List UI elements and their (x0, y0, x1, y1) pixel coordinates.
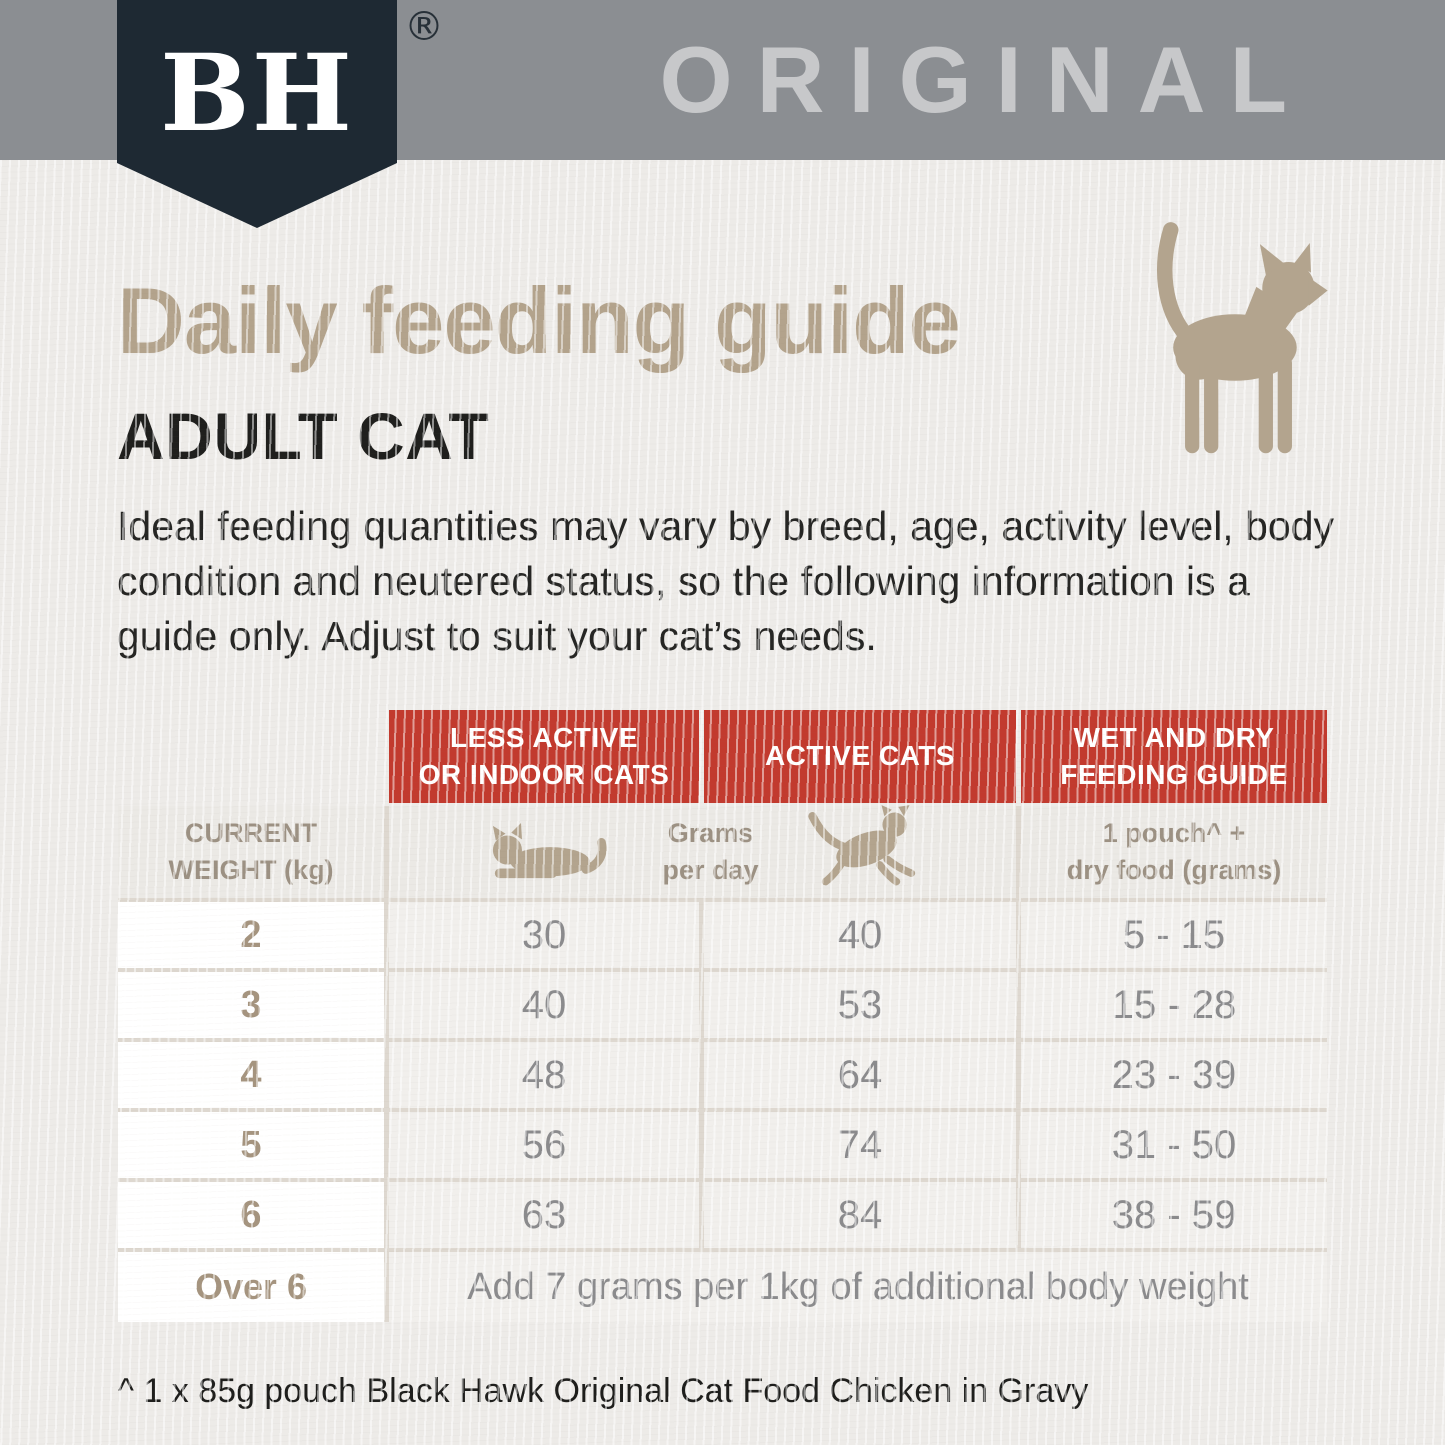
registered-trademark-icon: ® (404, 4, 444, 50)
pouncing-cat-icon (807, 805, 915, 886)
table-header-row: LESS ACTIVE OR INDOOR CATS ACTIVE CATS W… (118, 710, 1327, 803)
grams-per-day-label: Grams per day (662, 818, 759, 885)
header-section: Daily feeding guide ADULT CAT Ideal feed… (117, 268, 1352, 664)
less-active-cell: 30 (389, 902, 699, 968)
weight-cell: 2 (118, 902, 384, 968)
over-weight-note: Add 7 grams per 1kg of additional body w… (389, 1252, 1327, 1322)
footnote: ^ 1 x 85g pouch Black Hawk Original Cat … (118, 1372, 1089, 1410)
resting-cat-icon (493, 822, 607, 879)
brand-logo: BH (160, 29, 354, 155)
product-range-title: ORIGINAL (659, 27, 1311, 132)
active-cell: 84 (704, 1182, 1016, 1248)
page-title: Daily feeding guide (117, 268, 961, 373)
weight-cell: 6 (118, 1182, 384, 1248)
weight-cell: 3 (118, 972, 384, 1038)
weight-cell: 4 (118, 1042, 384, 1108)
weight-cell: 5 (118, 1112, 384, 1178)
header-active: ACTIVE CATS (704, 710, 1016, 803)
wet-dry-unit-header: 1 pouch^ + dry food (grams) (1021, 806, 1327, 898)
header-wet-dry: WET AND DRY FEEDING GUIDE (1021, 710, 1327, 803)
grams-per-day-header: Grams per day (389, 805, 1016, 898)
active-cell: 40 (704, 902, 1016, 968)
wet-dry-cell: 23 - 39 (1021, 1042, 1327, 1108)
page-subtitle: ADULT CAT (117, 398, 490, 473)
over-weight-cell: Over 6 (118, 1252, 384, 1322)
active-cell: 64 (704, 1042, 1016, 1108)
wet-dry-cell: 31 - 50 (1021, 1112, 1327, 1178)
less-active-cell: 63 (389, 1182, 699, 1248)
standing-cat-icon (1157, 222, 1328, 454)
wet-dry-cell: 15 - 28 (1021, 972, 1327, 1038)
header-less-active: LESS ACTIVE OR INDOOR CATS (389, 710, 699, 803)
less-active-cell: 48 (389, 1042, 699, 1108)
table-body: CURRENT WEIGHT (kg) Grams per day (118, 805, 1327, 1322)
less-active-cell: 56 (389, 1112, 699, 1178)
active-cell: 53 (704, 972, 1016, 1038)
wet-dry-cell: 5 - 15 (1021, 902, 1327, 968)
current-weight-header: CURRENT WEIGHT (kg) (118, 806, 384, 898)
active-cell: 74 (704, 1112, 1016, 1178)
intro-text: Ideal feeding quantities may vary by bre… (117, 502, 1335, 659)
less-active-cell: 40 (389, 972, 699, 1038)
brand-badge: BH (117, 0, 397, 228)
header-spacer (118, 710, 384, 803)
wet-dry-cell: 38 - 59 (1021, 1182, 1327, 1248)
feeding-table: LESS ACTIVE OR INDOOR CATS ACTIVE CATS W… (118, 710, 1327, 1322)
